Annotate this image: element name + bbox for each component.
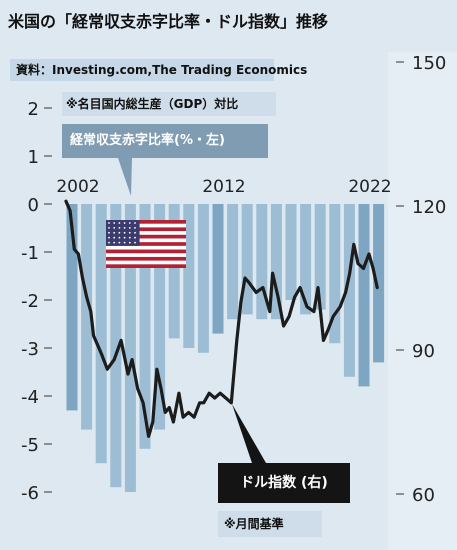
flag-star — [108, 227, 110, 229]
flag-star — [113, 222, 116, 224]
bar-2015 — [256, 204, 268, 320]
flag-star — [123, 231, 126, 234]
dollar-index-legend: ドル指数 (右) — [218, 463, 350, 503]
bar-2018 — [300, 204, 312, 315]
bar-2017 — [285, 204, 297, 300]
left-tick-label: 0 — [28, 195, 39, 216]
flag-star — [123, 241, 126, 244]
bar-2010 — [183, 204, 195, 348]
flag-star — [128, 222, 131, 224]
bar-2008 — [154, 204, 166, 430]
bar-2013 — [227, 204, 239, 320]
right-tick-label: 60 — [412, 485, 435, 506]
flag-star — [134, 241, 136, 244]
flag-star — [123, 222, 126, 224]
flag-star — [128, 227, 131, 229]
flag-star — [123, 236, 126, 239]
bar-2020 — [329, 204, 341, 344]
chart-title: 米国の「経常収支赤字比率・ドル指数」推移 — [8, 12, 329, 31]
x-tick-label: 2012 — [202, 177, 245, 197]
bar-2014 — [241, 204, 253, 315]
left-tick-label: -2 — [21, 291, 39, 312]
flag-star — [108, 241, 110, 244]
flag-stripe — [106, 234, 186, 239]
flag-star — [118, 222, 121, 224]
bar-2009 — [168, 204, 180, 339]
source-note: 資料：Investing.com,The Trading Economics — [10, 59, 307, 81]
left-tick-label: -3 — [21, 339, 39, 360]
bar-2006 — [124, 204, 136, 492]
flag-star — [123, 227, 126, 229]
bar-2012 — [212, 204, 224, 334]
flag-star — [108, 222, 110, 224]
flag-star — [134, 231, 136, 234]
flag-star — [118, 236, 121, 239]
bar-2011 — [197, 204, 209, 353]
flag-stripe — [106, 242, 186, 246]
current-account-pointer — [118, 158, 132, 196]
left-tick-label: -5 — [21, 435, 39, 456]
flag-stripe — [106, 249, 186, 254]
flag-star — [113, 241, 116, 244]
flag-canton — [106, 220, 140, 246]
bar-2002 — [66, 204, 78, 411]
flag-star — [118, 231, 121, 234]
x-tick-label: 2022 — [348, 177, 391, 197]
left-tick-label: 2 — [28, 99, 39, 120]
right-tick-label: 90 — [412, 341, 435, 362]
left-tick-label: 1 — [28, 147, 39, 168]
flag-stripe — [106, 264, 186, 268]
flag-stripe — [106, 256, 186, 261]
left-tick-label: -6 — [21, 483, 39, 504]
flag-stripe — [106, 227, 186, 232]
right-tick-label: 120 — [412, 197, 446, 218]
bar-2004 — [95, 204, 107, 464]
flag-star — [118, 227, 121, 229]
left-tick-label: -4 — [21, 387, 39, 408]
gdp-note: ※名目国内総生産（GDP）対比 — [62, 92, 276, 116]
bar-2022 — [358, 204, 370, 387]
flag-star — [108, 236, 110, 239]
x-tick-label: 2002 — [56, 177, 99, 197]
flag-star — [134, 222, 136, 224]
bar-2005 — [110, 204, 122, 488]
right-tick-label: 150 — [412, 53, 446, 74]
flag-star — [113, 231, 116, 234]
bar-2021 — [343, 204, 355, 377]
dollar-index-line — [64, 199, 379, 438]
bar-2007 — [139, 204, 151, 449]
right-axis-band — [388, 52, 457, 550]
bar-2016 — [270, 204, 282, 320]
flag-stripe — [106, 220, 186, 224]
monthly-basis-note: ※月間基準 — [218, 511, 322, 537]
flag-star — [134, 227, 136, 229]
flag-star — [134, 236, 136, 239]
flag-star — [128, 231, 131, 234]
bar-2019 — [314, 204, 326, 310]
current-account-legend: 経常収支赤字比率(%・左) — [62, 124, 268, 158]
flag-star — [118, 241, 121, 244]
bar-2003 — [81, 204, 93, 430]
flag-star — [113, 236, 116, 239]
bar-2023 — [373, 204, 385, 363]
flag-star — [128, 241, 131, 244]
flag-star — [113, 227, 116, 229]
flag-star — [108, 231, 110, 234]
dollar-index-pointer — [232, 404, 266, 463]
left-tick-label: -1 — [21, 243, 39, 264]
flag-star — [128, 236, 131, 239]
